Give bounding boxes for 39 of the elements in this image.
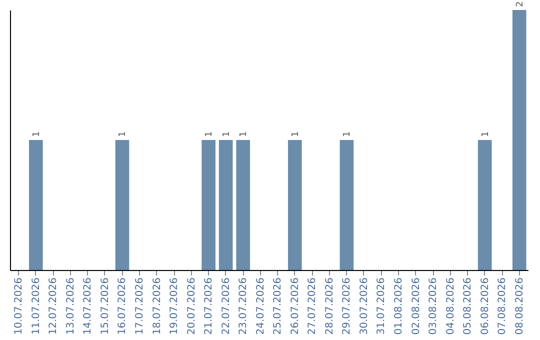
x-tick-label: 21.07.2026 — [204, 278, 215, 335]
x-tick-label: 22.07.2026 — [220, 278, 232, 335]
data-label: 1 — [222, 131, 232, 137]
x-tick-label: 30.07.2026 — [358, 278, 370, 335]
x-tick-label: 27.07.2026 — [307, 278, 318, 335]
x-tick-label: 23.07.2026 — [238, 278, 250, 335]
x-tick-label: 18.07.2026 — [152, 278, 163, 335]
data-label: 2 — [515, 1, 526, 7]
x-tick-label: 05.08.2026 — [462, 278, 474, 335]
x-tick-label: 07.08.2026 — [497, 278, 508, 335]
data-label: 1 — [480, 131, 491, 137]
x-tick-label: 24.07.2026 — [255, 278, 266, 335]
x-tick-label: 01.08.2026 — [394, 278, 404, 335]
x-tick-label: 25.07.2026 — [272, 278, 284, 335]
data-label: 1 — [342, 131, 353, 137]
x-tick-label: 28.07.2026 — [324, 278, 336, 335]
x-tick-label: 06.08.2026 — [480, 278, 491, 335]
x-tick-label: 10.07.2026 — [14, 278, 25, 335]
data-label: 1 — [290, 131, 301, 137]
x-tick-label: 31.07.2026 — [376, 278, 388, 335]
x-tick-label: 12.07.2026 — [48, 278, 60, 335]
data-label: 1 — [118, 131, 128, 137]
x-tick-label: 02.08.2026 — [410, 278, 422, 335]
data-label: 1 — [239, 131, 250, 137]
x-tick-label: 20.07.2026 — [186, 278, 198, 335]
x-tick-label: 16.07.2026 — [117, 278, 128, 335]
x-tick-label: 03.08.2026 — [428, 278, 440, 335]
x-tick-label: 19.07.2026 — [169, 278, 180, 335]
x-tick-label: 11.07.2026 — [30, 278, 42, 335]
data-label: 1 — [32, 131, 42, 137]
x-tick-label: 17.07.2026 — [134, 278, 146, 335]
x-tick-label: 14.07.2026 — [82, 278, 94, 335]
x-tick-label: 08.08.2026 — [514, 278, 526, 335]
x-tick-label: 29.07.2026 — [342, 278, 353, 335]
x-tick-label: 04.08.2026 — [445, 278, 456, 335]
x-tick-label: 13.07.2026 — [65, 278, 76, 335]
x-tick-label: 15.07.2026 — [100, 278, 111, 335]
data-label: 1 — [204, 131, 215, 137]
x-tick-label: 26.07.2026 — [290, 278, 301, 335]
